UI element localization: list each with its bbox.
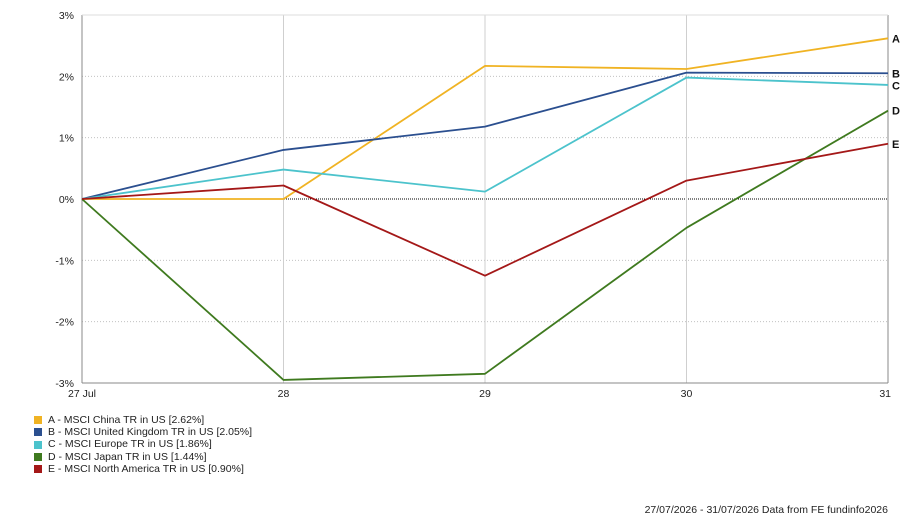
series-line-b <box>81 71 889 200</box>
series-end-label-c: C <box>892 80 900 92</box>
legend-item-d: D - MSCI Japan TR in US [1.44%] <box>34 451 252 463</box>
series-line-a <box>82 37 889 200</box>
series-line-e <box>81 142 889 277</box>
legend-swatch <box>34 452 42 461</box>
series-end-label-d: D <box>892 106 900 118</box>
legend-item-b: B - MSCI United Kingdom TR in US [2.05%] <box>34 426 252 438</box>
series-line-d <box>81 109 889 381</box>
y-tick-label: -3% <box>55 378 74 390</box>
legend-item-e: E - MSCI North America TR in US [0.90%] <box>34 463 252 475</box>
legend-swatch <box>34 428 42 437</box>
legend-swatch <box>34 464 42 473</box>
x-tick-label: 27 Jul <box>68 388 96 400</box>
y-tick-label: -1% <box>55 255 74 267</box>
series-line-c <box>81 76 889 200</box>
footer-source-note: 27/07/2026 - 31/07/2026 Data from FE fun… <box>644 504 888 516</box>
x-tick-label: 30 <box>681 388 693 400</box>
series-end-label-a: A <box>892 33 900 45</box>
x-tick-label: 28 <box>278 388 290 400</box>
legend-label: B - MSCI United Kingdom TR in US [2.05%] <box>48 426 253 439</box>
legend-label: D - MSCI Japan TR in US [1.44%] <box>48 450 207 463</box>
legend-label: E - MSCI North America TR in US [0.90%] <box>48 462 244 475</box>
series-end-label-b: B <box>892 68 900 80</box>
y-tick-label: 3% <box>59 10 74 22</box>
y-tick-label: -2% <box>55 317 74 329</box>
axes: 3% 2% 1% 0% -1% -2% -3%27 Jul 28 29 30 31 <box>55 10 891 400</box>
x-tick-label: 29 <box>479 388 491 400</box>
legend-label: A - MSCI China TR in US [2.62%] <box>48 414 205 426</box>
legend-item-a: A - MSCI China TR in US [2.62%] <box>34 414 252 426</box>
legend-swatch <box>34 440 42 449</box>
y-tick-label: 0% <box>59 194 74 206</box>
legend-label: C - MSCI Europe TR in US [1.86%] <box>48 438 212 451</box>
line-chart: 3% 2% 1% 0% -1% -2% -3%27 Jul 28 29 30 31 A BC D E <box>55 10 900 400</box>
series-lines <box>81 37 889 381</box>
legend: A - MSCI China TR in US [2.62%] B - MSCI … <box>34 414 252 475</box>
legend-swatch <box>34 416 42 425</box>
series-end-label-e: E <box>892 139 899 151</box>
legend-item-c: C - MSCI Europe TR in US [1.86%] <box>34 438 252 450</box>
series-end-labels: A BC D E <box>892 33 900 150</box>
x-tick-label: 31 <box>879 388 891 400</box>
y-tick-label: 1% <box>59 133 74 145</box>
y-tick-label: 2% <box>59 71 74 83</box>
